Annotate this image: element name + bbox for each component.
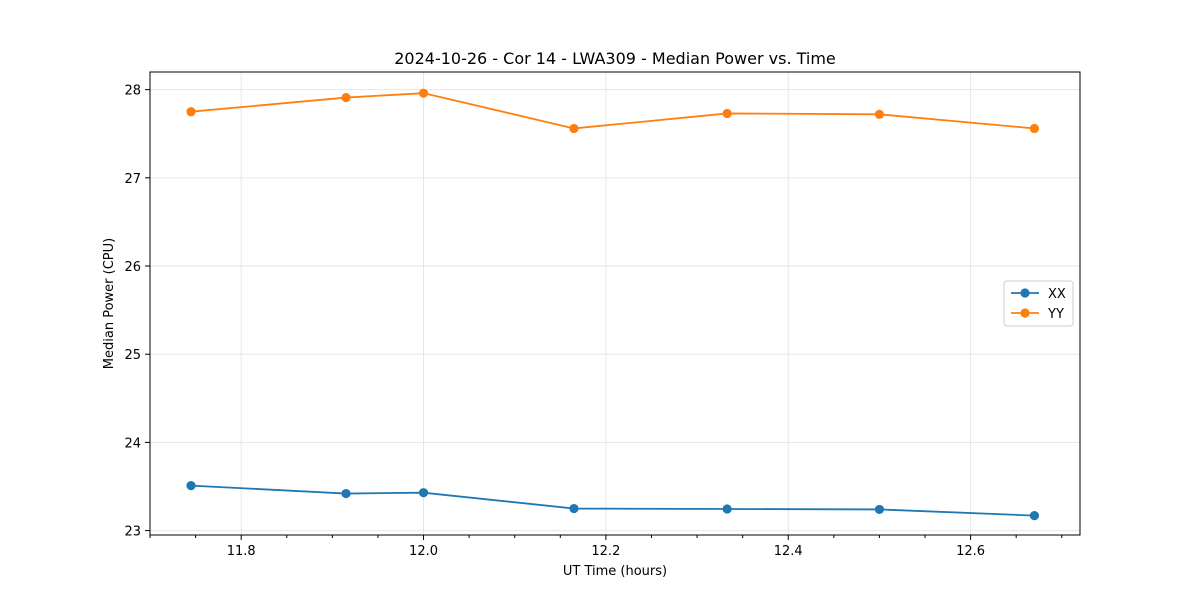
series [186, 88, 1040, 521]
legend-marker-xx [1020, 288, 1030, 298]
data-point-yy [569, 123, 579, 134]
data-point-yy [1029, 123, 1040, 134]
legend-marker-yy [1020, 308, 1030, 318]
legend: XX YY [1003, 280, 1074, 327]
data-point-xx [569, 503, 579, 514]
data-point-yy [722, 108, 732, 119]
data-point-xx [341, 488, 351, 499]
y-tick-label: 27 [124, 172, 141, 187]
y-axis-label: Median Power (CPU) [102, 238, 117, 369]
plot-area [149, 71, 1081, 536]
legend-label-yy: YY [1047, 307, 1064, 322]
legend-label-xx: XX [1048, 287, 1066, 302]
data-point-yy [341, 92, 351, 103]
x-axis-label: UT Time (hours) [563, 564, 667, 579]
x-tick-label: 12.0 [409, 544, 438, 559]
grid [150, 72, 1080, 535]
data-point-xx [722, 504, 732, 514]
data-point-xx [186, 481, 196, 491]
y-tick-label: 24 [124, 436, 141, 451]
series-line-yy [190, 92, 1035, 130]
data-point-yy [418, 88, 429, 98]
y-tick-label: 26 [124, 260, 141, 275]
x-tick-label: 11.8 [227, 544, 256, 559]
chart-title: 2024-10-26 - Cor 14 - LWA309 - Median Po… [394, 49, 836, 68]
x-tick-label: 12.6 [956, 544, 985, 559]
data-point-yy [874, 109, 885, 119]
data-point-yy [186, 107, 196, 117]
y-tick-label: 23 [124, 525, 141, 540]
y-tick-label: 28 [124, 84, 141, 99]
axis-ticks: 11.8 12.0 12.2 12.4 12.6 23 24 25 26 27 28 [124, 84, 1063, 559]
data-point-xx [1029, 510, 1040, 521]
x-tick-label: 12.2 [591, 544, 620, 559]
data-point-xx [418, 488, 429, 498]
x-tick-label: 12.4 [774, 544, 803, 559]
series-line-xx [190, 484, 1035, 517]
y-tick-label: 25 [124, 348, 141, 363]
data-point-xx [874, 504, 885, 515]
